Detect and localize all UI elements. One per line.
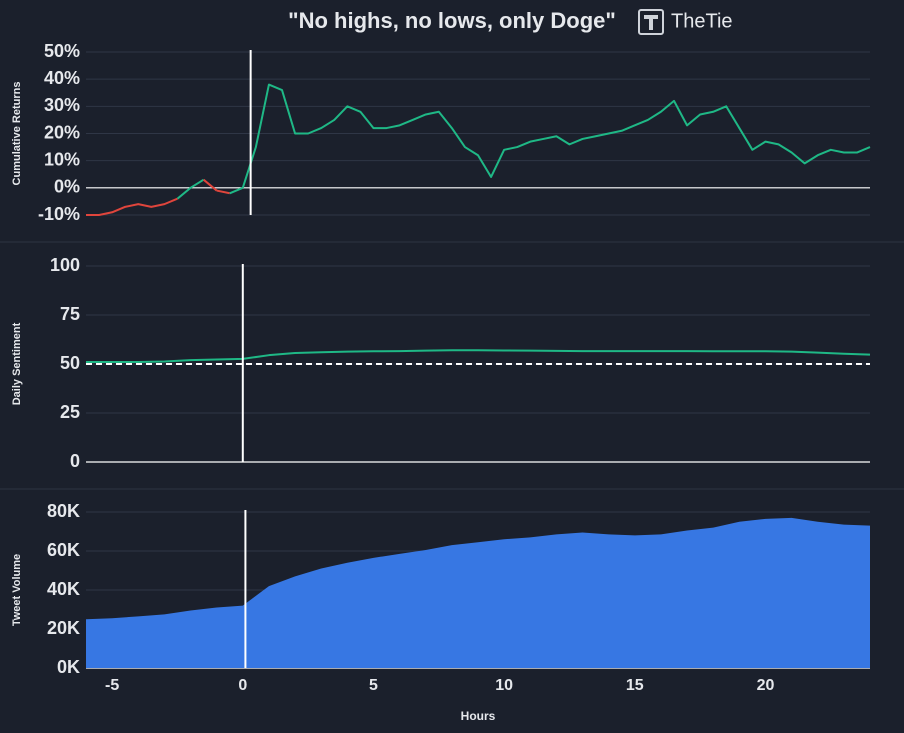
line — [190, 178, 205, 189]
y-tick-label: 30% — [44, 95, 80, 115]
y-tick-label: -10% — [38, 204, 80, 224]
line — [86, 349, 871, 364]
x-tick-label: -5 — [105, 677, 119, 694]
y-tick-label: 75 — [60, 304, 80, 324]
y-tick-label: 0K — [57, 657, 80, 677]
line — [241, 83, 871, 189]
x-tick-label: 0 — [238, 677, 247, 694]
x-axis-label: Hours — [461, 709, 496, 723]
y-tick-label: 60K — [47, 540, 80, 560]
chart-title: "No highs, no lows, only Doge" — [288, 8, 616, 33]
area — [86, 517, 870, 668]
y-tick-label: 40K — [47, 579, 80, 599]
y-axis-label: Cumulative Returns — [11, 82, 23, 186]
line-connector — [176, 187, 192, 200]
line — [86, 197, 178, 216]
y-axis-label: Daily Sentiment — [11, 322, 23, 405]
y-tick-label: 50% — [44, 41, 80, 61]
logo-icon — [638, 9, 664, 35]
x-tick-label: 15 — [626, 677, 644, 694]
y-tick-label: 40% — [44, 68, 80, 88]
x-tick-label: 10 — [495, 677, 513, 694]
logo-glyph — [644, 15, 658, 30]
y-axis-label: Tweet Volume — [11, 554, 23, 626]
y-tick-label: 80K — [47, 501, 80, 521]
y-tick-label: 0 — [70, 451, 80, 471]
line — [216, 189, 230, 195]
y-tick-label: 10% — [44, 149, 80, 169]
logo-text: TheTie — [671, 10, 733, 32]
y-tick-label: 20% — [44, 122, 80, 142]
y-tick-label: 25 — [60, 402, 80, 422]
line-connector — [202, 178, 218, 192]
y-tick-label: 100 — [50, 255, 80, 275]
line-connector — [229, 186, 244, 195]
x-tick-label: 20 — [757, 677, 775, 694]
y-tick-label: 20K — [47, 618, 80, 638]
y-tick-label: 50 — [60, 353, 80, 373]
x-tick-label: 5 — [369, 677, 378, 694]
y-tick-label: 0% — [54, 177, 80, 197]
